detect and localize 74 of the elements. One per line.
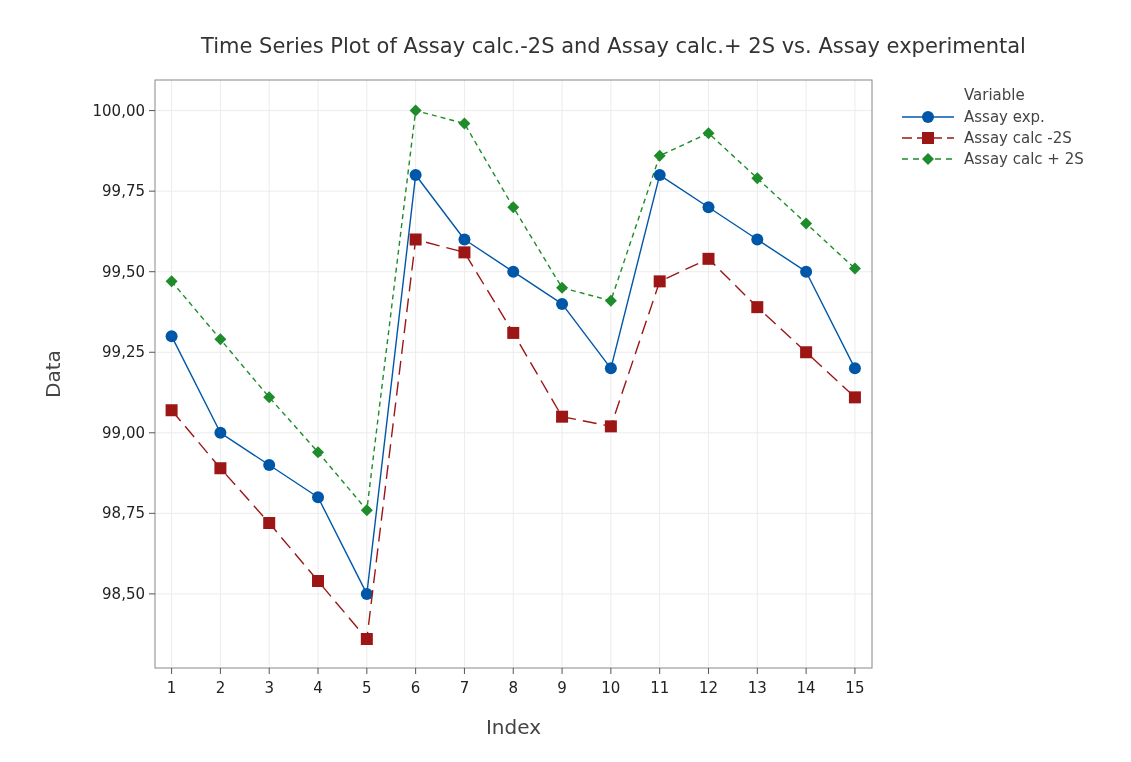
point [751, 233, 764, 246]
point [653, 275, 666, 288]
point [556, 410, 569, 423]
chart-title: Time Series Plot of Assay calc.-2S and Assay calc.+ 2S vs. Assay experimental [200, 34, 1026, 58]
point [214, 426, 227, 439]
legend-label: Assay calc + 2S [964, 150, 1084, 168]
x-tick-label: 7 [459, 679, 470, 697]
point [507, 326, 520, 339]
y-tick-label: 99,00 [102, 423, 145, 442]
x-tick-label: 12 [698, 679, 719, 697]
y-tick-label: 98,50 [102, 584, 145, 603]
x-tick-label: 11 [650, 679, 670, 697]
point [263, 517, 276, 530]
point [556, 281, 569, 294]
x-tick-label: 8 [508, 679, 519, 697]
y-tick-label: 98,75 [102, 504, 145, 523]
point [409, 169, 422, 182]
point [653, 169, 666, 182]
x-tick-label: 5 [362, 679, 372, 697]
point [751, 301, 764, 314]
x-tick-label: 15 [845, 679, 865, 697]
x-tick-label: 4 [313, 679, 323, 697]
point [360, 504, 373, 517]
x-tick-label: 1 [166, 679, 177, 697]
point [507, 265, 520, 278]
point [312, 491, 325, 504]
point [848, 262, 861, 275]
point [458, 117, 471, 130]
point [800, 265, 813, 278]
legend-title: Variable [964, 86, 1025, 104]
point [751, 172, 764, 185]
point [604, 294, 617, 307]
x-axis-title: Index [485, 715, 542, 739]
point [263, 391, 276, 404]
point [800, 346, 813, 359]
y-tick-label: 99,50 [102, 262, 145, 281]
x-tick-label: 14 [796, 679, 816, 697]
point [848, 391, 861, 404]
y-axis-title: Data [41, 350, 65, 398]
legend-label: Assay calc -2S [964, 129, 1072, 147]
x-tick-label: 9 [557, 679, 567, 697]
x-tick-label: 10 [601, 679, 621, 697]
point [312, 575, 325, 588]
y-tick-label: 99,75 [102, 182, 145, 201]
point [848, 362, 861, 375]
point [556, 297, 569, 310]
point [702, 127, 715, 140]
point [653, 149, 666, 162]
x-tick-label: 2 [215, 679, 226, 697]
point [458, 246, 471, 259]
point [263, 459, 276, 472]
point [507, 201, 520, 214]
point [604, 362, 617, 375]
point [702, 252, 715, 265]
point [214, 333, 227, 346]
y-tick-label: 99,25 [102, 343, 145, 362]
x-tick-label: 6 [410, 679, 421, 697]
point [702, 201, 715, 214]
point [214, 462, 227, 475]
point [312, 446, 325, 459]
point [165, 330, 178, 343]
point [458, 233, 471, 246]
point [360, 633, 373, 645]
y-tick-label: 100,00 [92, 101, 145, 120]
point [165, 404, 178, 417]
point [604, 420, 617, 433]
point [165, 275, 178, 288]
legend-label: Assay exp. [964, 108, 1045, 126]
point [800, 217, 813, 230]
point [409, 233, 422, 246]
x-tick-label: 13 [747, 679, 767, 697]
x-tick-label: 3 [264, 679, 274, 697]
point [360, 587, 373, 600]
point [409, 104, 422, 117]
